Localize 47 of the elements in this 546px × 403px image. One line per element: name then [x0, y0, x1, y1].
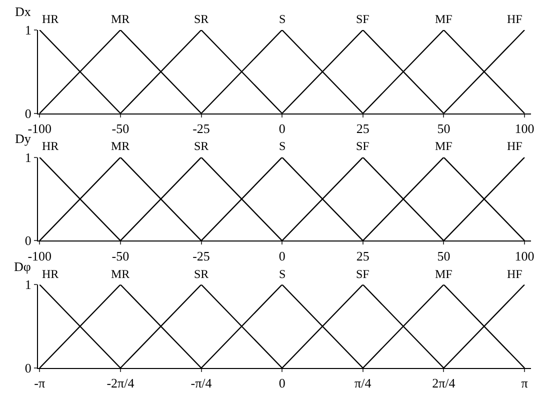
y-tick-label: 0 — [24, 360, 32, 376]
x-tick-label: 100 — [514, 120, 534, 136]
series-label: MR — [111, 12, 130, 26]
y-tick-label: 1 — [24, 150, 32, 165]
series-label: S — [279, 139, 286, 153]
series-label: MR — [111, 139, 130, 153]
x-tick-label: 0 — [278, 248, 286, 264]
series-label: SR — [194, 139, 209, 153]
y-tick-label: 0 — [24, 233, 32, 248]
x-tick-label: 100 — [514, 248, 534, 264]
x-tick-label: 0 — [278, 376, 286, 391]
x-tick-label: -25 — [192, 120, 210, 136]
y-tick-label: 1 — [24, 277, 32, 292]
series-label: HR — [42, 12, 59, 26]
x-tick-label: π/4 — [354, 376, 372, 391]
series-label: S — [279, 12, 286, 26]
x-tick-label: -π/4 — [190, 376, 212, 391]
x-tick-label: 25 — [356, 120, 370, 136]
series-label: SR — [194, 12, 209, 26]
x-tick-label: -50 — [112, 248, 130, 264]
x-tick-label: 50 — [437, 120, 450, 136]
series-label: MF — [435, 139, 453, 153]
series-label: HF — [507, 267, 523, 281]
series-label: HR — [42, 139, 59, 153]
x-tick-label: -50 — [112, 120, 130, 136]
x-tick-label: -2π/4 — [106, 376, 135, 391]
series-label: SR — [194, 267, 209, 281]
x-tick-label: 0 — [278, 120, 286, 136]
x-tick-label: π — [521, 376, 528, 391]
y-axis-title: Dx — [15, 4, 32, 19]
y-tick-label: 0 — [24, 106, 32, 121]
series-label: HR — [42, 267, 59, 281]
series-label: SF — [356, 12, 370, 26]
series-label: HF — [507, 139, 523, 153]
series-label: MF — [435, 12, 453, 26]
x-tick-label: 50 — [437, 248, 450, 264]
x-tick-label: -π — [34, 376, 46, 391]
series-label: HF — [507, 12, 523, 26]
series-label: SF — [356, 139, 370, 153]
series-label: MR — [111, 267, 130, 281]
series-label: MF — [435, 267, 453, 281]
series-label: SF — [356, 267, 370, 281]
x-tick-label: 25 — [356, 248, 370, 264]
y-tick-label: 1 — [24, 22, 32, 38]
series-label: S — [279, 267, 286, 281]
x-tick-label: 2π/4 — [432, 376, 456, 391]
x-tick-label: -25 — [192, 248, 210, 264]
